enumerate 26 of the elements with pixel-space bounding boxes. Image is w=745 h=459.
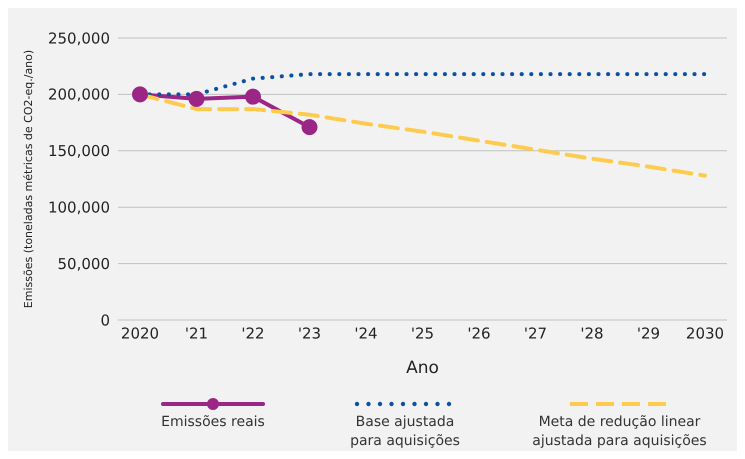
x-tick-label: '22: [241, 324, 265, 343]
legend-label: Meta de redução linear ajustada para aquisições: [531, 413, 708, 451]
point: [132, 86, 148, 102]
x-tick-label: '25: [410, 324, 434, 343]
y-tick-label: 0: [100, 311, 110, 330]
x-tick-label: 2030: [686, 324, 724, 343]
legend-label: Emissões reais: [161, 413, 265, 432]
x-tick-label: '21: [184, 324, 208, 343]
legend-label: Base ajustada para aquisições: [349, 413, 461, 451]
y-tick-label: 150,000: [48, 142, 110, 160]
y-tick-label: 50,000: [58, 254, 110, 273]
point: [188, 90, 204, 107]
x-tick-label: '27: [524, 324, 548, 343]
x-tick-label: 2020: [120, 324, 160, 343]
x-tick-label: '29: [636, 324, 660, 343]
point: [302, 119, 318, 136]
x-tick-label: '24: [354, 324, 378, 343]
y-tick-label: 100,000: [48, 198, 110, 217]
y-tick-label: 200,000: [48, 86, 110, 104]
y-tick-label: 250,000: [48, 29, 110, 48]
x-tick-label: '26: [467, 324, 491, 343]
y-axis-title: Emissões (toneladas métricas de CO2-eq./ano): [22, 50, 35, 308]
x-tick-label: '23: [298, 324, 322, 343]
x-tick-label: '28: [580, 324, 604, 343]
x-axis-title: Ano: [406, 358, 439, 378]
point: [245, 88, 261, 105]
